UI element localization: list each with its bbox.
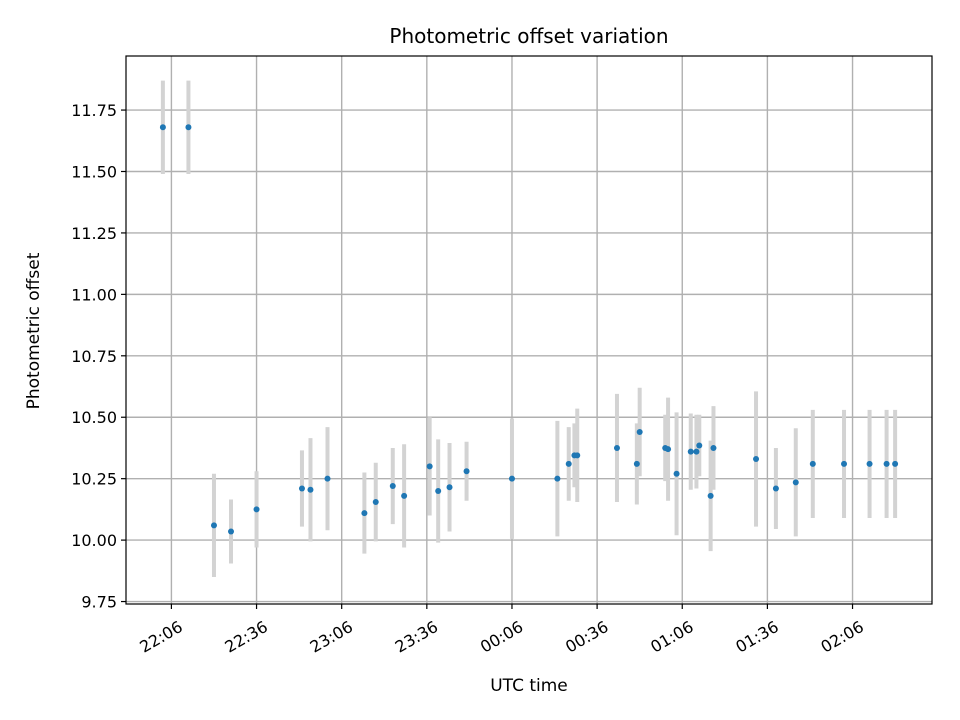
data-point xyxy=(665,446,672,453)
data-point xyxy=(574,452,581,459)
data-point xyxy=(228,528,235,535)
x-tick-label: 01:06 xyxy=(647,617,696,657)
data-point xyxy=(435,487,442,494)
y-tick-label: 11.00 xyxy=(71,285,117,304)
y-tick-label: 10.25 xyxy=(71,470,117,489)
data-point xyxy=(307,486,314,493)
x-tick-layer: 22:06 22:36 23:06 23:36 00:06 00:36 01:06 01:36… xyxy=(136,604,867,657)
y-tick-label: 11.75 xyxy=(71,101,117,120)
data-point xyxy=(463,468,470,475)
y-axis-label: Photometric offset xyxy=(24,252,44,409)
data-point xyxy=(508,475,515,482)
data-point xyxy=(565,460,572,467)
data-point xyxy=(693,448,700,455)
x-tick-label: 23:06 xyxy=(307,617,356,657)
y-tick-label: 11.50 xyxy=(71,162,117,181)
data-point xyxy=(426,463,433,470)
plot-frame xyxy=(125,55,933,605)
x-tick-label: 02:06 xyxy=(818,617,867,657)
data-point xyxy=(446,484,453,491)
data-point xyxy=(185,124,192,131)
data-point xyxy=(792,479,799,486)
data-point xyxy=(866,460,873,467)
data-point xyxy=(753,456,760,463)
data-point xyxy=(841,460,848,467)
data-point xyxy=(389,483,396,490)
data-point xyxy=(883,460,890,467)
data-point xyxy=(324,475,331,482)
grid-layer xyxy=(126,56,932,604)
x-tick-label: 22:06 xyxy=(136,617,185,657)
data-point xyxy=(159,124,166,131)
data-point xyxy=(372,499,379,506)
x-tick-label: 22:36 xyxy=(222,617,271,657)
data-point xyxy=(707,492,714,499)
x-axis-label: UTC time xyxy=(490,676,568,696)
data-point xyxy=(210,522,217,529)
data-point xyxy=(401,492,408,499)
data-point xyxy=(636,428,643,435)
y-tick-label: 10.00 xyxy=(71,531,117,550)
x-tick-label: 00:36 xyxy=(562,617,611,657)
x-tick-label: 23:36 xyxy=(392,617,441,657)
data-point xyxy=(361,510,368,517)
y-tick-layer: 9.75 10.00 10.25 10.50 10.75 11.00 11.25 11.50 1… xyxy=(71,101,126,612)
y-tick-label: 10.75 xyxy=(71,347,117,366)
x-tick-label: 01:36 xyxy=(732,617,781,657)
data-point xyxy=(892,460,899,467)
data-point xyxy=(673,470,680,477)
data-point xyxy=(298,485,305,492)
data-point xyxy=(687,448,694,455)
x-tick-label: 00:06 xyxy=(477,617,526,657)
y-tick-label: 11.25 xyxy=(71,224,117,243)
error-bar-layer xyxy=(160,80,898,577)
data-point xyxy=(554,475,561,482)
data-point xyxy=(809,460,816,467)
data-point xyxy=(613,444,620,451)
y-tick-label: 10.50 xyxy=(71,408,117,427)
point-layer xyxy=(159,124,899,535)
data-point xyxy=(772,485,779,492)
data-point xyxy=(633,460,640,467)
chart-title: Photometric offset variation xyxy=(389,24,668,48)
data-point xyxy=(696,442,703,449)
y-tick-label: 9.75 xyxy=(81,593,117,612)
data-point xyxy=(710,444,717,451)
data-point xyxy=(253,506,260,513)
